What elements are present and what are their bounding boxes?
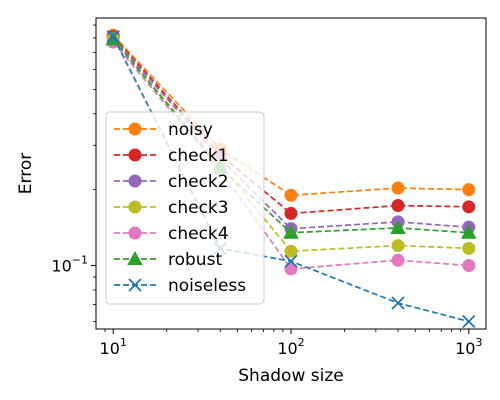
- data-point-noiseless: [391, 296, 405, 310]
- data-point-robust: [460, 224, 477, 239]
- data-point-check4: [462, 259, 476, 273]
- legend-marker: [128, 278, 142, 292]
- series-line-check1: [112, 36, 469, 215]
- y-axis-label: Error: [16, 153, 36, 194]
- legend-label: noisy: [168, 120, 213, 140]
- x-tick-label: 101: [100, 336, 127, 358]
- data-point-noiseless: [284, 254, 298, 268]
- legend-label: check1: [168, 146, 229, 166]
- legend-marker: [128, 174, 142, 188]
- data-point-check3: [284, 244, 298, 258]
- x-tick-label: 102: [277, 336, 304, 358]
- legend: noisy check1 check2 check3 check4 robust noise…: [105, 111, 265, 305]
- legend-item-check1: check1: [114, 146, 229, 166]
- data-point-check3: [391, 239, 405, 253]
- ticks-layer: 101 102 103 10−1: [51, 24, 482, 358]
- legend-marker: [128, 200, 142, 214]
- legend-item-check4: check4: [114, 224, 229, 244]
- data-point-noisy: [391, 181, 405, 195]
- data-point-noisy: [284, 188, 298, 202]
- legend-item-check3: check3: [114, 198, 229, 218]
- data-point-check4: [284, 262, 298, 276]
- legend-label: check2: [168, 172, 229, 192]
- series-line-noisy: [112, 34, 469, 197]
- legend-item-robust: robust: [114, 250, 222, 270]
- legend-marker: [128, 226, 142, 240]
- x-tick-label: 103: [455, 336, 482, 358]
- data-point-noiseless: [462, 314, 476, 329]
- data-point-robust: [283, 224, 299, 239]
- x-axis-label: Shadow size: [238, 366, 343, 386]
- series-line-check2: [112, 37, 469, 230]
- data-point-check4: [391, 253, 405, 267]
- legend-label: robust: [168, 250, 222, 270]
- data-point-noiseless: [106, 29, 120, 44]
- legend-marker: [128, 122, 142, 136]
- data-point-check1: [391, 199, 405, 213]
- y-tick-label: 10−1: [51, 254, 88, 276]
- data-point-robust: [390, 219, 406, 235]
- legend-box: [105, 111, 265, 305]
- legend-marker: [128, 148, 142, 162]
- data-point-check1: [462, 200, 476, 214]
- data-point-noisy: [462, 183, 476, 197]
- legend-marker: [127, 250, 143, 266]
- legend-label: check4: [168, 224, 229, 244]
- legend-item-noiseless: noiseless: [114, 276, 246, 296]
- legend-label: noiseless: [168, 276, 246, 296]
- data-point-check3: [462, 241, 476, 255]
- legend-label: check3: [168, 198, 229, 218]
- legend-item-noisy: noisy: [114, 120, 213, 140]
- legend-item-check2: check2: [114, 172, 229, 192]
- data-point-check1: [284, 206, 298, 220]
- data-point-robust: [105, 31, 122, 46]
